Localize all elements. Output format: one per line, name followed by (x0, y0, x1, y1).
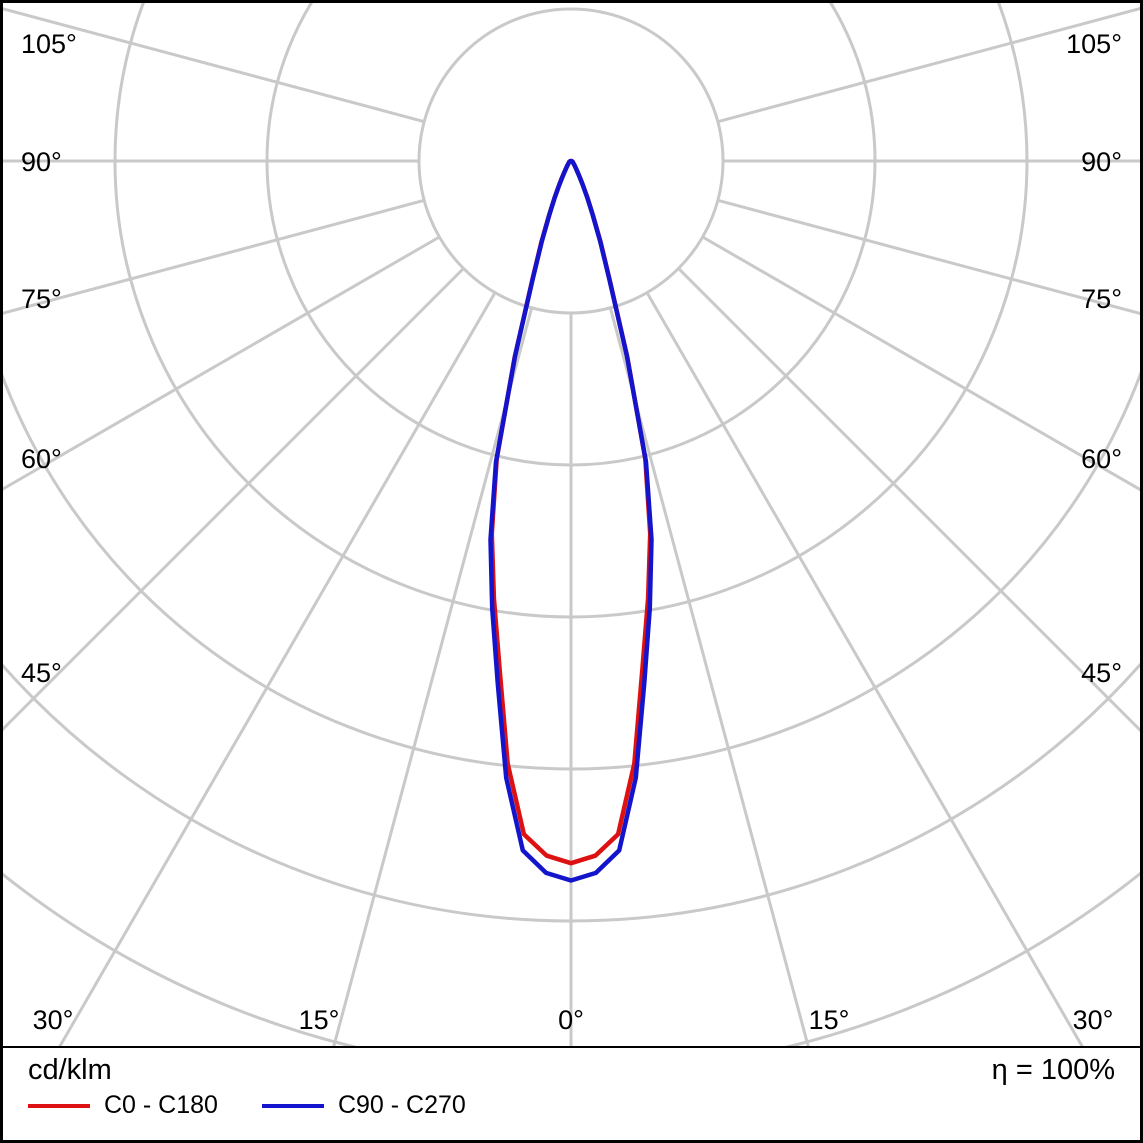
angle-label-left-90°: 90° (21, 147, 62, 177)
legend-swatch-c90-c270 (261, 1103, 324, 1108)
angle-label-right-60°: 60° (1081, 444, 1122, 474)
curve-c90-c270 (488, 158, 654, 883)
chart-footer: cd/klm η = 100% C0 - C180 C90 - C270 (3, 1046, 1140, 1140)
angle-label-right-90°: 90° (1081, 147, 1122, 177)
angle-label-bottom-30°: 30° (1073, 1005, 1114, 1035)
angle-label-right-75°: 75° (1081, 284, 1122, 314)
legend-item-c0-c180: C0 - C180 (28, 1091, 218, 1120)
angle-label-bottom-30°: 30° (33, 1005, 74, 1035)
angle-label-bottom-0°: 0° (558, 1005, 584, 1035)
angle-label-left-75°: 75° (21, 284, 62, 314)
grid-rays (3, 6, 1140, 1046)
efficiency-label: η = 100% (991, 1054, 1115, 1086)
legend-label-c0-c180: C0 - C180 (104, 1091, 218, 1119)
legend: C0 - C180 C90 - C270 (28, 1091, 1115, 1120)
legend-swatch-c0-c180 (28, 1103, 90, 1108)
angle-label-bottom-15°: 15° (809, 1005, 850, 1035)
legend-item-c90-c270: C90 - C270 (261, 1091, 466, 1120)
angle-label-left-60°: 60° (21, 444, 62, 474)
angle-label-right-45°: 45° (1081, 658, 1122, 688)
angle-label-bottom-15°: 15° (299, 1005, 340, 1035)
angle-label-left-45°: 45° (21, 658, 62, 688)
units-label: cd/klm (28, 1054, 112, 1086)
angle-labels: 105° 90° 75° 60° 45° 105° 90° 75° 60° 45° 30° 15° 0°… (21, 29, 1122, 1035)
footer-top-row: cd/klm η = 100% (28, 1054, 1115, 1087)
angle-label-right-105°: 105° (1066, 29, 1122, 59)
polar-chart: 105° 90° 75° 60° 45° 105° 90° 75° 60° 45° 30° 15° 0°… (3, 3, 1140, 1046)
legend-label-c90-c270: C90 - C270 (337, 1091, 466, 1119)
angle-label-left-105°: 105° (21, 29, 77, 59)
